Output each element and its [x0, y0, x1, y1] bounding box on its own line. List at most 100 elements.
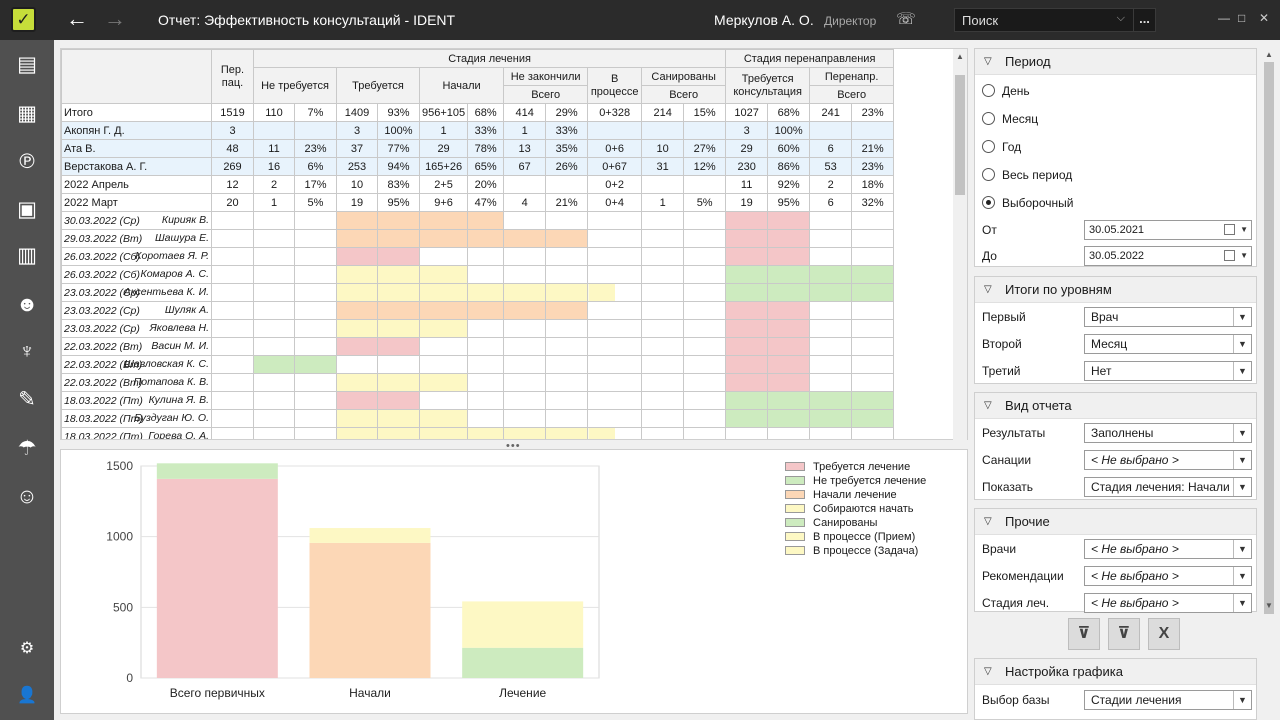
phone-icon[interactable]: ☏: [896, 11, 917, 28]
doctor-row[interactable]: Акопян Г. Д. 3 3 100% 1 33% 1 33% 3 100%: [61, 121, 895, 140]
collapse-triangle-icon[interactable]: ▽: [984, 516, 992, 527]
chevron-down-icon[interactable]: ▼: [1233, 478, 1251, 496]
clear-filter-button[interactable]: ⊽: [1108, 618, 1140, 650]
settings-gear-icon[interactable]: ⚙: [19, 640, 35, 657]
col-header-consult-required[interactable]: Требуется консультация: [725, 67, 811, 104]
show-select[interactable]: Стадия лечения: Начали ▼: [1084, 477, 1252, 497]
doctor-row[interactable]: Верстакова А. Г. 269 16 6% 253 94% 165+26 65% 67…: [61, 157, 895, 176]
base-select[interactable]: Стадии лечения ▼: [1084, 690, 1252, 710]
results-select[interactable]: Заполнены ▼: [1084, 423, 1252, 443]
period-group-header[interactable]: ▽ Период: [975, 49, 1256, 75]
chart-settings-group-header[interactable]: ▽ Настройка графика: [975, 659, 1256, 685]
back-arrow-icon[interactable]: ←: [66, 6, 88, 31]
treatment-stage-select[interactable]: < Не выбрано > ▼: [1084, 593, 1252, 613]
col-header-sanitized-total[interactable]: Всего: [641, 85, 727, 104]
filter-panel-scrollbar[interactable]: ▲ ▼: [1261, 48, 1277, 614]
chevron-down-icon[interactable]: ▼: [1233, 362, 1251, 380]
col-header-sanitized[interactable]: Санированы: [641, 67, 727, 86]
radio-circle-icon[interactable]: [982, 196, 995, 209]
user-name[interactable]: Меркулов А. О.: [714, 12, 814, 28]
patient-row[interactable]: 26.03.2022 (Сб) Комаров А. С.: [61, 265, 895, 284]
level-third-select[interactable]: Нет ▼: [1084, 361, 1252, 381]
scroll-up-icon[interactable]: ▲: [1265, 50, 1273, 59]
radio-circle-icon[interactable]: [982, 140, 995, 153]
patient-row[interactable]: 23.03.2022 (Ср) Аксентьева К. И.: [61, 283, 895, 302]
table-vertical-scrollbar[interactable]: ▲: [953, 49, 967, 440]
radio-circle-icon[interactable]: [982, 168, 995, 181]
chevron-down-icon[interactable]: ▼: [1233, 335, 1251, 353]
col-header-redirected-total[interactable]: Всего: [809, 85, 895, 104]
user-profile-icon[interactable]: 👤: [17, 687, 37, 704]
search-more-button[interactable]: ...: [1133, 8, 1156, 32]
staff-icon[interactable]: ☻: [15, 293, 39, 316]
scrollbar-thumb[interactable]: [1264, 62, 1274, 614]
levels-group-header[interactable]: ▽ Итоги по уровням: [975, 277, 1256, 303]
col-header-started[interactable]: Начали: [418, 67, 505, 104]
patient-row[interactable]: 22.03.2022 (Вт) Васин М. И.: [61, 337, 895, 356]
patient-row[interactable]: 23.03.2022 (Ср) Шуляк А.: [61, 301, 895, 320]
insurance-umbrella-icon[interactable]: ☂: [17, 437, 37, 460]
radio-circle-icon[interactable]: [982, 84, 995, 97]
chevron-down-icon[interactable]: ▼: [1233, 451, 1251, 469]
close-icon[interactable]: ✕: [1259, 11, 1270, 25]
month-row[interactable]: 2022 Март 20 1 5% 19 95% 9+6 47% 4 21% 0+4 1 5% 19 95%…: [61, 193, 895, 212]
level-first-select[interactable]: Врач ▼: [1084, 307, 1252, 327]
date-from-field[interactable]: 30.05.2021 ▼: [1084, 220, 1252, 240]
patient-row[interactable]: 22.03.2022 (Вт) Потапова К. В.: [61, 373, 895, 392]
period-radio-3[interactable]: Весь период: [982, 167, 1072, 183]
patient-row[interactable]: 30.03.2022 (Ср) Кирияк В.: [61, 211, 895, 230]
chevron-down-icon[interactable]: ▼: [1233, 424, 1251, 442]
period-radio-2[interactable]: Год: [982, 139, 1021, 155]
level-second-select[interactable]: Месяц ▼: [1084, 334, 1252, 354]
tools-icon[interactable]: ✎: [18, 388, 36, 411]
other-group-header[interactable]: ▽ Прочие: [975, 509, 1256, 535]
add-filter-button[interactable]: ⊽: [1068, 618, 1100, 650]
scroll-up-icon[interactable]: ▲: [956, 52, 964, 61]
chevron-down-icon[interactable]: ▼: [1233, 540, 1251, 558]
col-header-required[interactable]: Требуется: [336, 67, 420, 104]
minimize-icon[interactable]: —: [1218, 11, 1230, 25]
col-header-not-required[interactable]: Не требуется: [253, 67, 337, 104]
col-header-redirected[interactable]: Перенапр.: [809, 67, 895, 86]
period-radio-0[interactable]: День: [982, 83, 1030, 99]
calendar-icon[interactable]: [1224, 224, 1235, 235]
reset-filters-button[interactable]: X: [1148, 618, 1180, 650]
col-header-in-process[interactable]: В процессе: [587, 67, 643, 104]
date-to-field[interactable]: 30.05.2022 ▼: [1084, 246, 1252, 266]
col-header-not-finished-total[interactable]: Всего: [503, 85, 589, 104]
calculator-icon[interactable]: ▣: [17, 198, 37, 221]
scroll-down-icon[interactable]: ▼: [1265, 601, 1273, 610]
chevron-down-icon[interactable]: ▼: [1233, 691, 1251, 709]
patient-finance-icon[interactable]: ☺: [16, 485, 38, 508]
patients-card-icon[interactable]: ▤: [17, 53, 37, 76]
tooth-icon[interactable]: ♆: [19, 340, 35, 363]
payments-icon[interactable]: ℗: [19, 150, 35, 173]
chevron-down-icon[interactable]: ⌵: [1116, 12, 1125, 24]
forward-arrow-icon[interactable]: →: [104, 6, 126, 31]
doctor-row[interactable]: Ата В. 48 11 23% 37 77% 29 78% 13 35% 0+6 10 27% 29 60…: [61, 139, 895, 158]
search-input[interactable]: Поиск ⌵: [954, 8, 1134, 32]
patient-row[interactable]: 18.03.2022 (Пт) Кулина Я. В.: [61, 391, 895, 410]
patient-row[interactable]: 18.03.2022 (Пт) Горева О. А.: [61, 427, 895, 439]
chevron-down-icon[interactable]: ▼: [1233, 567, 1251, 585]
patient-row[interactable]: 29.03.2022 (Вт) Шашура Е.: [61, 229, 895, 248]
chevron-down-icon[interactable]: ▼: [1240, 225, 1248, 234]
maximize-icon[interactable]: □: [1238, 11, 1246, 25]
period-radio-1[interactable]: Месяц: [982, 111, 1038, 127]
chevron-down-icon[interactable]: ▼: [1233, 308, 1251, 326]
calendar-icon[interactable]: ▦: [17, 102, 37, 125]
period-radio-4[interactable]: Выборочный: [982, 195, 1073, 211]
calendar-icon[interactable]: [1224, 250, 1235, 261]
patient-row[interactable]: 22.03.2022 (Вт) Шавловская К. С.: [61, 355, 895, 374]
patient-row[interactable]: 18.03.2022 (Пт) Буздуган Ю. О.: [61, 409, 895, 428]
col-header-not-finished[interactable]: Не закончили: [503, 67, 589, 86]
app-logo-icon[interactable]: ✓: [11, 7, 36, 32]
total-row[interactable]: Итого 1519 110 7% 1409 93% 956+105 68% 414 29% 0+3…: [61, 103, 895, 122]
collapse-triangle-icon[interactable]: ▽: [984, 56, 992, 67]
sanations-select[interactable]: < Не выбрано > ▼: [1084, 450, 1252, 470]
month-row[interactable]: 2022 Апрель 12 2 17% 10 83% 2+5 20% 0+2 11 92% 2 18%: [61, 175, 895, 194]
collapse-triangle-icon[interactable]: ▽: [984, 284, 992, 295]
chevron-down-icon[interactable]: ▼: [1233, 594, 1251, 612]
doctors-select[interactable]: < Не выбрано > ▼: [1084, 539, 1252, 559]
patient-row[interactable]: 23.03.2022 (Ср) Яковлева Н.: [61, 319, 895, 338]
